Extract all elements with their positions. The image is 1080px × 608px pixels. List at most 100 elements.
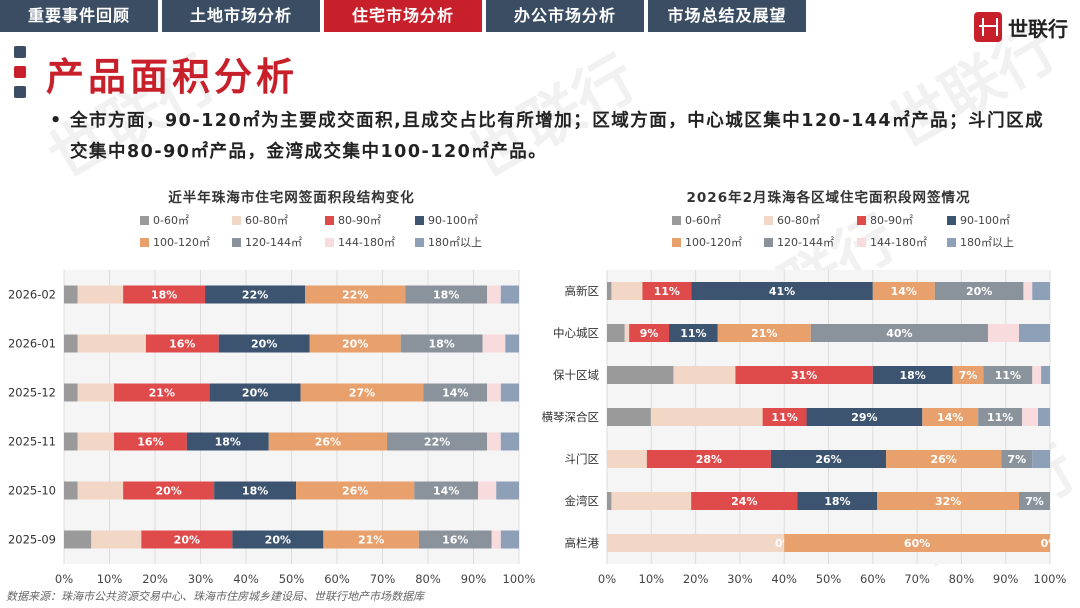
bar-segment xyxy=(487,285,501,304)
data-label: 20% xyxy=(265,534,291,547)
top-nav: 重要事件回顾 土地市场分析 住宅市场分析 办公市场分析 市场总结及展望 xyxy=(0,0,1080,32)
data-label: 18% xyxy=(433,289,459,302)
bar-segment xyxy=(735,366,873,384)
legend-swatch xyxy=(947,216,956,225)
tab-recap[interactable]: 重要事件回顾 xyxy=(0,0,158,32)
data-label: 18% xyxy=(824,495,850,508)
bar-segment xyxy=(482,334,506,353)
category-label: 2025-12 xyxy=(8,386,56,400)
data-label: 20% xyxy=(174,534,200,547)
legend-swatch xyxy=(415,216,424,225)
title-square xyxy=(14,46,26,58)
bar-segment xyxy=(418,530,492,549)
bar-segment xyxy=(296,481,415,500)
chart-left: 近半年珠海市住宅网签面积段结构变化 0-60㎡ 60-80㎡ 80-90㎡ 90-100… xyxy=(8,189,536,586)
bar-segment xyxy=(611,492,692,510)
bar-segment xyxy=(491,530,501,549)
bar-segment xyxy=(64,432,78,451)
data-label: 24% xyxy=(731,495,757,508)
bar-segment xyxy=(91,530,142,549)
bar-segment xyxy=(1038,408,1050,426)
bar-segment xyxy=(145,334,219,353)
legend-swatch xyxy=(857,238,866,247)
bar-segment xyxy=(305,285,406,304)
x-tick-label: 50% xyxy=(279,572,305,586)
logo-text: 世联行 xyxy=(1008,16,1068,41)
data-label: 11% xyxy=(987,411,1013,424)
bar-segment xyxy=(1032,366,1042,384)
tab-summary[interactable]: 市场总结及展望 xyxy=(648,0,806,32)
bar-segment xyxy=(309,334,401,353)
category-label: 横琴深合区 xyxy=(542,410,600,424)
bar-segment xyxy=(978,408,1023,426)
bar-segment xyxy=(607,366,674,384)
bar-segment xyxy=(650,408,763,426)
category-label: 2025-09 xyxy=(8,533,56,547)
legend-swatch xyxy=(325,238,334,247)
data-label: 29% xyxy=(851,411,877,424)
data-label: 26% xyxy=(315,436,341,449)
data-label: 28% xyxy=(696,453,722,466)
bar-segment xyxy=(872,282,935,300)
bar-segment xyxy=(877,492,1019,510)
bar-segment xyxy=(141,530,233,549)
data-label: 20% xyxy=(242,387,268,400)
x-tick-label: 70% xyxy=(370,572,396,586)
bar-segment xyxy=(500,285,519,304)
bar-segment xyxy=(500,432,519,451)
legend-label: 80-90㎡ xyxy=(338,214,381,227)
bar-segment xyxy=(387,432,488,451)
bar-segment xyxy=(784,534,1050,552)
legend-label: 90-100㎡ xyxy=(960,214,1010,227)
bar-segment xyxy=(952,366,984,384)
bar-segment xyxy=(1001,450,1033,468)
legend-label: 0-60㎡ xyxy=(685,214,721,227)
bar-segment xyxy=(669,324,718,342)
legend-swatch xyxy=(672,216,681,225)
bar-segment xyxy=(114,432,187,451)
data-label: 18% xyxy=(242,485,268,498)
bar-segment xyxy=(423,383,488,402)
legend-swatch xyxy=(764,216,773,225)
bar-segment xyxy=(872,366,953,384)
data-label: 60% xyxy=(904,537,930,550)
bar-segment xyxy=(607,534,785,552)
data-label: 20% xyxy=(155,485,181,498)
data-label: 18% xyxy=(899,369,925,382)
legend-label: 100-120㎡ xyxy=(153,236,210,249)
legend-swatch xyxy=(857,216,866,225)
data-label: 32% xyxy=(935,495,961,508)
legend-swatch xyxy=(947,238,956,247)
data-label: 21% xyxy=(358,534,384,547)
bar-segment xyxy=(607,408,651,426)
data-label: 26% xyxy=(342,485,368,498)
bar-segment xyxy=(1023,282,1033,300)
summary-bullet: • 全市方面，90-120㎡为主要成交面积,且成交占比有所增加；区域方面，中心城… xyxy=(50,106,1060,168)
legend-label: 80-90㎡ xyxy=(870,214,913,227)
category-label: 斗门区 xyxy=(565,452,600,466)
category-label: 2025-11 xyxy=(8,435,56,449)
bar-segment xyxy=(487,383,501,402)
bar-segment xyxy=(1041,366,1050,384)
logo-icon xyxy=(974,12,1002,42)
bar-segment xyxy=(983,366,1033,384)
data-label: 40% xyxy=(886,327,912,340)
data-label: 26% xyxy=(931,453,957,466)
category-label: 中心城区 xyxy=(553,326,599,340)
x-tick-label: 20% xyxy=(142,572,168,586)
data-label: 7% xyxy=(1007,453,1026,466)
bar-segment xyxy=(797,492,878,510)
tab-land[interactable]: 土地市场分析 xyxy=(162,0,320,32)
bar-segment xyxy=(762,408,807,426)
data-label: 14% xyxy=(937,411,963,424)
tab-office[interactable]: 办公市场分析 xyxy=(486,0,644,32)
data-label: 20% xyxy=(342,338,368,351)
bullet-dot: • xyxy=(50,111,63,131)
x-tick-label: 40% xyxy=(771,572,797,586)
x-tick-label: 90% xyxy=(993,572,1019,586)
data-label: 27% xyxy=(349,387,375,400)
tab-residential[interactable]: 住宅市场分析 xyxy=(324,0,482,32)
bar-segment xyxy=(487,432,501,451)
data-label: 11% xyxy=(680,327,706,340)
legend-label: 180㎡以上 xyxy=(428,236,482,249)
